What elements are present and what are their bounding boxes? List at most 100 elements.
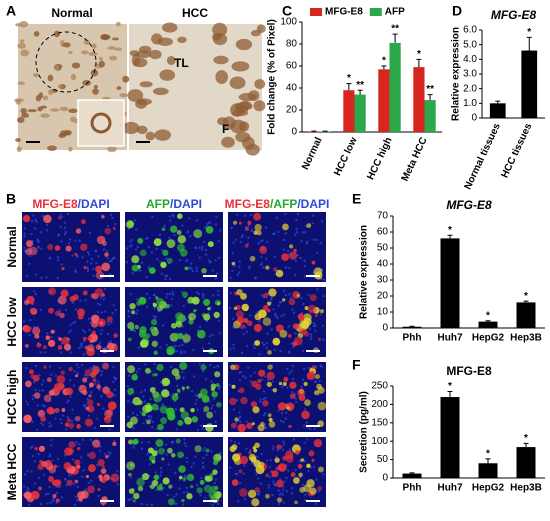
nucleus: [41, 423, 45, 427]
signal: [179, 361, 188, 371]
nucleus: [59, 213, 62, 217]
nucleus: [266, 378, 270, 382]
nucleus: [276, 317, 279, 320]
signal: [317, 486, 323, 491]
nucleus: [162, 486, 165, 490]
tissue-cell: [47, 74, 54, 82]
signal: [199, 480, 205, 485]
nucleus: [271, 493, 274, 497]
nucleus: [259, 400, 262, 404]
nucleus: [56, 277, 59, 280]
nucleus: [96, 463, 99, 467]
signal: [244, 243, 249, 248]
signal: [203, 406, 210, 412]
nucleus: [165, 453, 168, 456]
nucleus: [242, 472, 245, 475]
row-label: HCC high: [5, 370, 19, 425]
signal: [144, 367, 151, 374]
nucleus: [234, 238, 238, 241]
y-tick-label: 2.0: [463, 83, 477, 94]
nucleus: [211, 269, 214, 272]
nucleus: [239, 370, 243, 374]
nucleus: [237, 271, 241, 274]
nucleus: [45, 276, 48, 279]
nucleus: [198, 362, 202, 366]
nucleus: [288, 371, 291, 375]
nucleus: [217, 240, 220, 243]
signal: [296, 293, 301, 298]
nucleus: [37, 245, 40, 249]
nucleus: [303, 408, 307, 411]
nucleus: [259, 255, 263, 259]
nucleus: [299, 296, 303, 300]
nucleus: [184, 444, 187, 448]
nucleus: [149, 397, 152, 401]
header-part: MFG-E8: [225, 197, 271, 211]
signal: [253, 448, 258, 453]
nucleus: [43, 405, 46, 408]
signal: [279, 329, 288, 338]
signal: [176, 243, 185, 252]
tissue-cell: [122, 75, 130, 83]
nucleus: [209, 260, 212, 264]
signal: [146, 419, 151, 425]
nucleus: [317, 490, 321, 493]
nucleus: [273, 255, 277, 258]
signal: [306, 223, 312, 228]
nucleus: [127, 498, 130, 502]
nucleus: [126, 384, 130, 388]
nucleus: [128, 374, 131, 377]
signal: [289, 381, 297, 389]
nucleus: [72, 483, 76, 486]
nucleus: [94, 382, 97, 386]
nucleus: [238, 378, 242, 382]
signal: [171, 368, 180, 376]
nucleus: [88, 231, 92, 234]
nucleus: [237, 499, 240, 503]
signal: [236, 289, 243, 296]
nucleus: [250, 229, 254, 232]
tissue-cell: [109, 55, 118, 61]
nucleus: [131, 272, 134, 275]
nucleus: [182, 491, 186, 494]
error-bar: [523, 300, 529, 303]
signal: [81, 219, 86, 225]
nucleus: [26, 469, 29, 473]
signal: [175, 312, 184, 321]
nucleus: [191, 269, 195, 273]
signal: [253, 212, 262, 221]
signal: [297, 313, 305, 321]
nucleus: [80, 343, 83, 346]
significance: **: [356, 80, 364, 91]
signal: [64, 422, 70, 427]
bar: [516, 447, 536, 478]
nucleus: [315, 251, 319, 255]
bar: [319, 131, 331, 132]
nucleus: [195, 398, 198, 402]
signal: [153, 393, 162, 403]
nucleus: [312, 322, 316, 325]
signal: [283, 376, 289, 382]
signal: [136, 477, 145, 487]
nucleus: [214, 410, 217, 413]
signal: [23, 414, 32, 424]
nucleus: [158, 260, 162, 263]
tissue-cell: [98, 56, 103, 61]
nucleus: [131, 238, 134, 242]
tissue-cell: [20, 107, 27, 115]
signal: [104, 227, 112, 235]
tissue-cell: [53, 30, 61, 38]
signal: [159, 482, 163, 487]
nucleus: [98, 449, 102, 453]
nucleus: [172, 215, 175, 218]
tissue-cell: [59, 130, 69, 137]
signal: [96, 402, 101, 407]
nucleus: [322, 338, 325, 342]
legend-swatch: [369, 8, 382, 16]
nucleus: [291, 377, 295, 381]
nucleus: [204, 226, 207, 229]
nucleus: [159, 470, 163, 474]
signal: [262, 292, 269, 299]
nucleus: [245, 330, 249, 334]
nucleus: [281, 385, 284, 389]
